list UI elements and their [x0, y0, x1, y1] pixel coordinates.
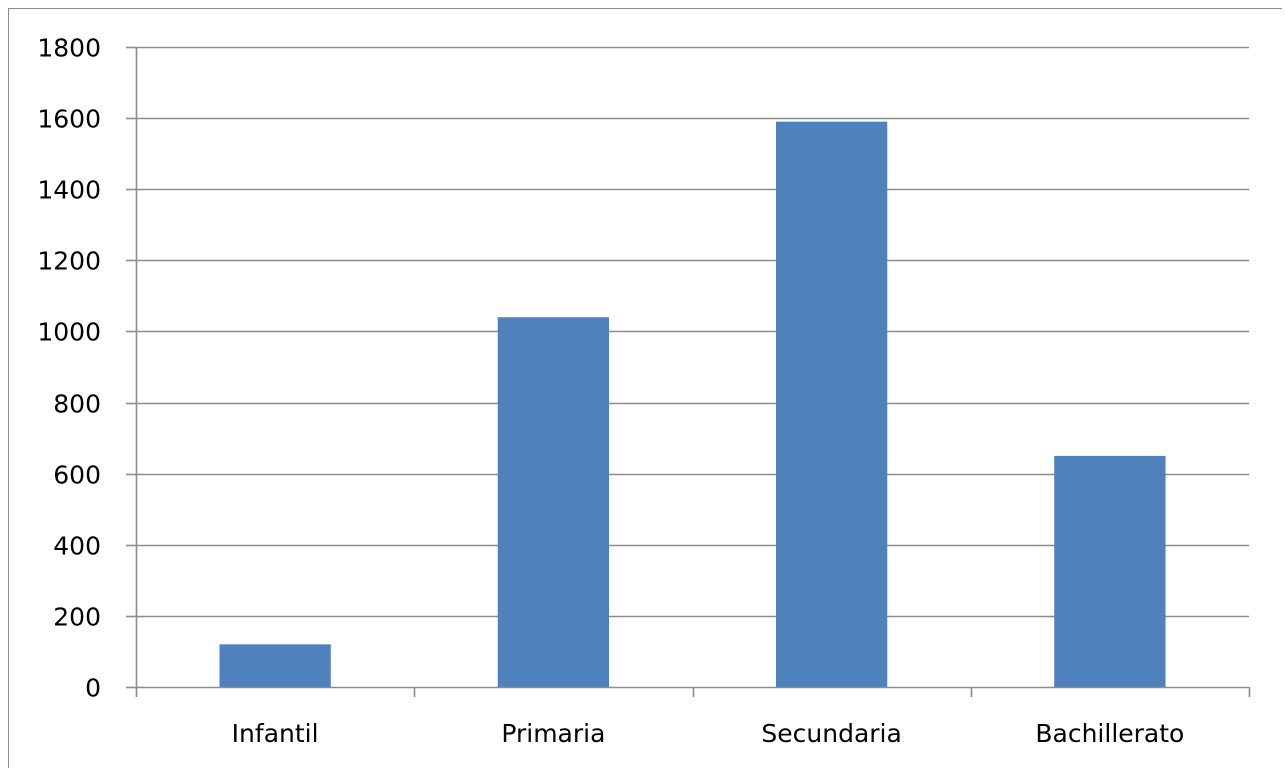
- y-tick-label: 1000: [37, 318, 101, 347]
- x-tick-labels: Infantil Primaria Secundaria Bachillerato: [232, 719, 1185, 748]
- x-tick-label: Secundaria: [761, 719, 901, 748]
- y-tick-label: 0: [85, 674, 101, 703]
- y-tick-label: 1400: [37, 176, 101, 205]
- bar-bachillerato: [1054, 455, 1166, 687]
- y-tick-label: 1600: [37, 105, 101, 134]
- axes: [126, 46, 1251, 697]
- y-tick-label: 1200: [37, 247, 101, 276]
- y-tick-label: 200: [53, 603, 101, 632]
- bar-secundaria: [775, 121, 888, 687]
- bar-primaria: [497, 317, 610, 687]
- bar-infantil: [219, 644, 331, 687]
- y-tick-label: 800: [53, 390, 101, 419]
- y-tick-labels: 0 200 400 600 800 1000 1200 1400 1600 1800: [37, 34, 101, 703]
- x-tick-label: Bachillerato: [1035, 719, 1184, 748]
- y-tick-label: 400: [53, 532, 101, 561]
- bars: [219, 121, 1166, 687]
- x-tick-label: Primaria: [501, 719, 605, 748]
- y-tick-label: 600: [53, 461, 101, 490]
- y-tick-label: 1800: [37, 34, 101, 63]
- x-tick-label: Infantil: [232, 719, 319, 748]
